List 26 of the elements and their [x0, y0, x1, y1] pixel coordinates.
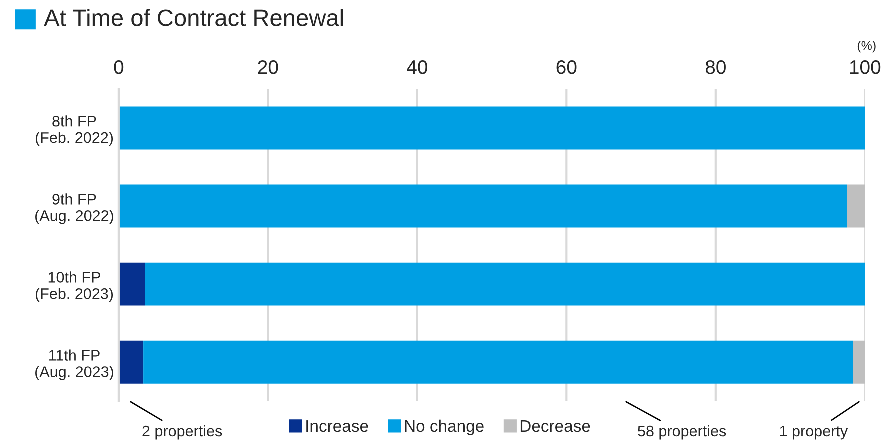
y-tick-label: 9th FP (Aug. 2022) [36, 194, 114, 224]
bar [118, 106, 866, 150]
y-tick-label: 11th FP (Aug. 2023) [36, 350, 114, 380]
chart-title: At Time of Contract Renewal [44, 9, 343, 26]
legend-label: No change [405, 420, 484, 436]
bar [118, 262, 146, 306]
legend-label: Decrease [520, 420, 590, 432]
x-tick-label: 80 [706, 60, 726, 74]
bar [144, 340, 854, 384]
x-tick-label: 40 [407, 60, 428, 74]
x-tick-label: 60 [556, 60, 577, 74]
text: 2 properties [142, 425, 222, 440]
bar [118, 340, 144, 384]
bar [847, 184, 866, 228]
y-tick-label: 8th FP (Feb. 2022) [36, 116, 114, 146]
bar [118, 184, 848, 228]
text: 1 property [780, 426, 848, 440]
x-tick-label: 100 [850, 60, 881, 74]
bar [853, 340, 866, 384]
text: 58 properties [638, 425, 726, 440]
text: (%) [858, 41, 876, 53]
bar [145, 262, 866, 306]
y-tick-label: 10th FP (Feb. 2023) [36, 272, 114, 302]
x-tick-label: 0 [114, 60, 124, 74]
legend-label: Increase [306, 420, 368, 432]
x-tick-label: 20 [258, 60, 278, 74]
